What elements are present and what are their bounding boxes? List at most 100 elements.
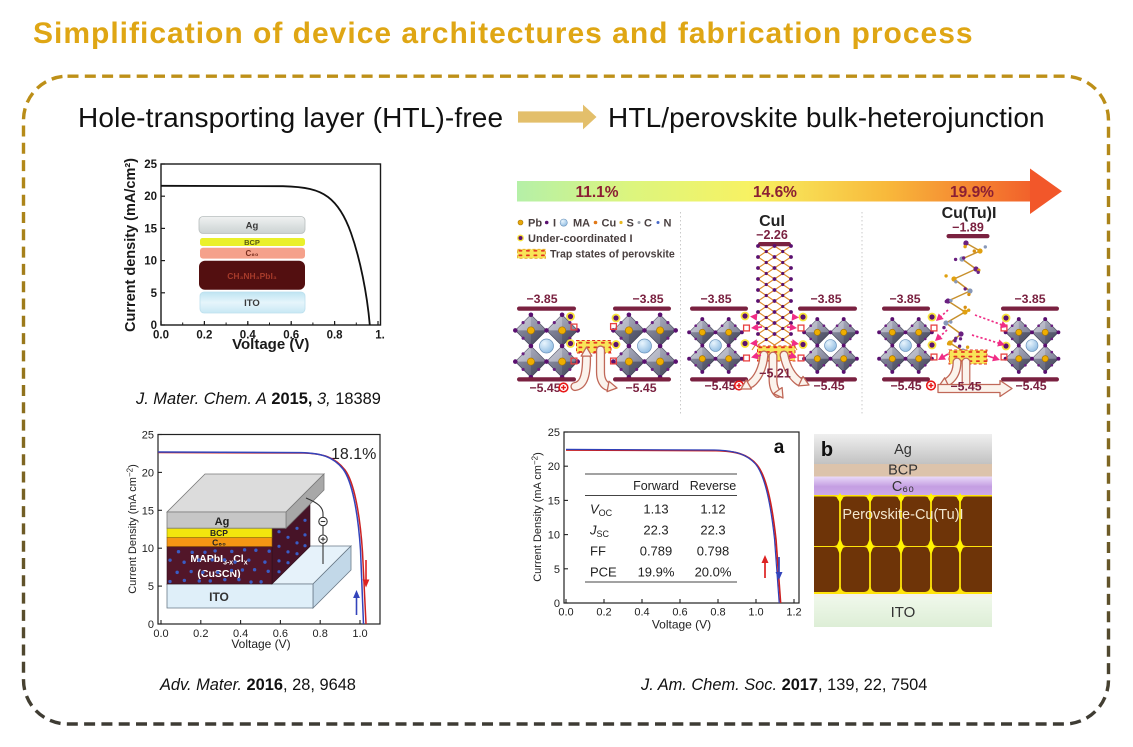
svg-text:−3.85: −3.85 — [526, 292, 557, 306]
svg-text:0.2: 0.2 — [196, 330, 212, 342]
svg-text:0.0: 0.0 — [558, 607, 573, 619]
svg-text:−3.85: −3.85 — [1014, 292, 1045, 306]
svg-text:Current Density (mA cm−2): Current Density (mA cm−2) — [126, 464, 140, 594]
svg-text:0.6: 0.6 — [672, 607, 687, 619]
svg-text:19.9%: 19.9% — [638, 565, 675, 580]
svg-text:S: S — [627, 218, 634, 230]
svg-text:−3.85: −3.85 — [632, 292, 663, 306]
svg-text:10: 10 — [548, 530, 560, 542]
svg-text:Trap states of perovskite: Trap states of perovskite — [550, 248, 675, 260]
svg-text:MA: MA — [573, 218, 590, 230]
svg-text:0.6: 0.6 — [273, 628, 288, 640]
svg-text:−5.45: −5.45 — [950, 380, 981, 394]
svg-text:0.8: 0.8 — [327, 330, 344, 342]
svg-text:−3.85: −3.85 — [700, 292, 731, 306]
svg-text:0.789: 0.789 — [640, 544, 673, 559]
svg-text:Cu(Tu)I: Cu(Tu)I — [942, 205, 997, 222]
svg-text:Reverse: Reverse — [690, 479, 737, 493]
svg-text:−5.45: −5.45 — [625, 381, 656, 395]
svg-text:C: C — [644, 218, 652, 230]
svg-text:Cu: Cu — [602, 218, 617, 230]
svg-text:Current Density (mA cm−2): Current Density (mA cm−2) — [531, 452, 545, 582]
svg-text:ITO: ITO — [209, 590, 229, 604]
svg-text:0: 0 — [148, 619, 154, 631]
svg-text:Current density (mA/cm²): Current density (mA/cm²) — [123, 158, 139, 332]
svg-text:−3.85: −3.85 — [889, 292, 920, 306]
svg-text:−5.45: −5.45 — [529, 381, 560, 395]
svg-text:N: N — [664, 218, 672, 230]
svg-text:25: 25 — [144, 159, 157, 171]
svg-text:Ag: Ag — [215, 516, 230, 528]
svg-text:Under-coordinated I: Under-coordinated I — [528, 233, 633, 245]
svg-text:20: 20 — [142, 467, 154, 479]
svg-text:−2.26: −2.26 — [756, 228, 788, 242]
svg-text:−1.89: −1.89 — [952, 221, 984, 235]
svg-text:Voltage (V): Voltage (V) — [231, 637, 290, 651]
svg-text:0.4: 0.4 — [233, 628, 248, 640]
svg-text:b: b — [821, 439, 833, 461]
svg-text:18.1%: 18.1% — [331, 446, 376, 463]
svg-text:0: 0 — [151, 320, 157, 332]
svg-text:(CuSCN): (CuSCN) — [197, 568, 240, 580]
svg-text:C₆₀: C₆₀ — [245, 249, 258, 258]
svg-text:1.13: 1.13 — [643, 502, 668, 517]
svg-text:PCE: PCE — [590, 565, 617, 580]
svg-text:0.8: 0.8 — [710, 607, 725, 619]
svg-text:−5.45: −5.45 — [1015, 379, 1046, 393]
svg-text:22.3: 22.3 — [700, 523, 725, 538]
svg-text:1.0: 1.0 — [352, 628, 367, 640]
svg-text:20.0%: 20.0% — [695, 565, 732, 580]
svg-text:Voltage (V): Voltage (V) — [232, 336, 309, 353]
svg-text:−5.45: −5.45 — [704, 379, 735, 393]
svg-text:0.2: 0.2 — [193, 628, 208, 640]
svg-text:MAPbI3-xClx: MAPbI3-xClx — [190, 553, 247, 567]
svg-text:20: 20 — [144, 191, 157, 203]
svg-text:19.9%: 19.9% — [950, 184, 994, 201]
svg-text:15: 15 — [144, 223, 157, 235]
svg-text:JSC: JSC — [589, 523, 610, 540]
svg-text:−5.45: −5.45 — [813, 379, 844, 393]
svg-text:C₆₀: C₆₀ — [892, 479, 914, 495]
svg-text:VOC: VOC — [590, 502, 613, 519]
svg-text:BCP: BCP — [210, 528, 228, 538]
svg-text:14.6%: 14.6% — [753, 184, 797, 201]
svg-text:10: 10 — [144, 256, 157, 268]
svg-text:Forward: Forward — [633, 479, 679, 493]
svg-text:1.0: 1.0 — [748, 607, 763, 619]
svg-text:a: a — [774, 437, 785, 458]
svg-text:5: 5 — [148, 581, 154, 593]
svg-text:0.0: 0.0 — [153, 330, 169, 342]
svg-text:Ag: Ag — [894, 442, 912, 458]
svg-text:ITO: ITO — [244, 298, 260, 309]
svg-text:I: I — [553, 218, 556, 230]
svg-text:1.2: 1.2 — [786, 607, 801, 619]
svg-text:0.798: 0.798 — [697, 544, 730, 559]
svg-text:10: 10 — [142, 543, 154, 555]
svg-text:5: 5 — [151, 288, 158, 300]
svg-text:20: 20 — [548, 461, 560, 473]
svg-text:0.4: 0.4 — [240, 330, 257, 342]
svg-text:BCP: BCP — [888, 463, 918, 479]
svg-text:CH₃NH₃PbI₃: CH₃NH₃PbI₃ — [227, 271, 277, 281]
svg-text:0.6: 0.6 — [283, 330, 299, 342]
svg-text:0.2: 0.2 — [596, 607, 611, 619]
svg-text:ITO: ITO — [891, 604, 916, 621]
svg-text:15: 15 — [142, 505, 154, 517]
svg-text:1.: 1. — [375, 330, 385, 342]
svg-text:−5.21: −5.21 — [759, 367, 791, 381]
svg-text:−3.85: −3.85 — [810, 292, 841, 306]
svg-text:BCP: BCP — [244, 238, 260, 247]
svg-text:FF: FF — [590, 544, 606, 559]
svg-text:11.1%: 11.1% — [575, 184, 618, 201]
svg-text:1.12: 1.12 — [700, 502, 725, 517]
svg-text:0.0: 0.0 — [153, 628, 168, 640]
svg-text:CuI: CuI — [759, 213, 785, 230]
svg-text:Pb: Pb — [528, 218, 542, 230]
svg-text:Ag: Ag — [246, 221, 259, 232]
svg-text:22.3: 22.3 — [643, 523, 668, 538]
svg-text:Voltage (V): Voltage (V) — [652, 618, 711, 632]
svg-text:0.8: 0.8 — [313, 628, 328, 640]
svg-text:25: 25 — [548, 427, 560, 439]
svg-text:−5.45: −5.45 — [890, 379, 921, 393]
svg-text:15: 15 — [548, 495, 560, 507]
